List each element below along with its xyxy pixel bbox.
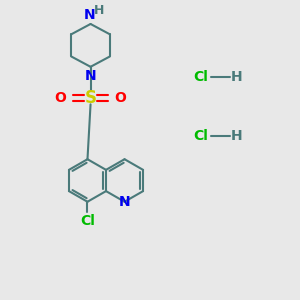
Text: Cl: Cl <box>193 70 208 84</box>
Text: N: N <box>83 8 95 22</box>
Text: S: S <box>85 89 97 107</box>
Text: H: H <box>94 4 105 17</box>
Text: Cl: Cl <box>80 214 95 228</box>
Text: H: H <box>230 70 242 84</box>
Text: O: O <box>55 91 67 105</box>
Text: H: H <box>230 129 242 143</box>
Text: Cl: Cl <box>193 129 208 143</box>
Text: N: N <box>85 69 96 82</box>
Text: O: O <box>115 91 127 105</box>
Text: N: N <box>119 195 130 209</box>
